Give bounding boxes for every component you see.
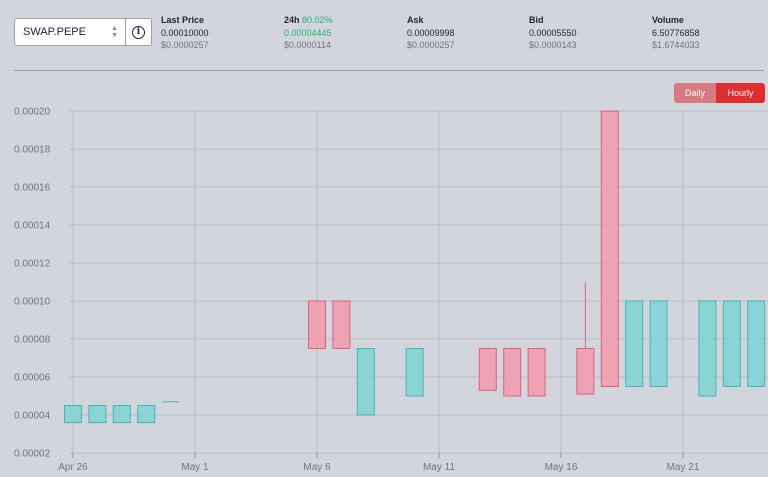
y-tick-label: 0.00008 bbox=[14, 335, 51, 346]
candle-down[interactable] bbox=[308, 300, 326, 349]
stat-volume: Volume 6.50776858 $1.6744033 bbox=[652, 14, 700, 52]
chevron-up-down-icon: ▲ ▼ bbox=[111, 25, 118, 39]
y-tick-label: 0.00006 bbox=[14, 373, 51, 384]
y-tick-label: 0.00014 bbox=[14, 221, 51, 232]
candle-down[interactable] bbox=[332, 300, 351, 349]
stat-label: Bid bbox=[529, 15, 544, 25]
stat-24h: 24h 80.02% 0.00004445 $0.0000114 bbox=[284, 14, 333, 52]
x-tick-label: May 16 bbox=[545, 462, 578, 473]
candle-down[interactable] bbox=[600, 110, 619, 387]
stat-value: 0.00004445 bbox=[284, 27, 332, 38]
candle-down[interactable] bbox=[478, 348, 497, 391]
info-icon: i bbox=[132, 25, 145, 39]
symbol-select[interactable]: SWAP.PEPE ▲ ▼ bbox=[14, 18, 126, 46]
header-divider bbox=[14, 70, 764, 71]
stat-value: 6.50776858 bbox=[652, 27, 700, 38]
candle-up[interactable] bbox=[405, 348, 424, 397]
x-tick-label: Apr 26 bbox=[58, 462, 88, 473]
y-tick-label: 0.00020 bbox=[14, 107, 51, 118]
stat-usd: $1.6744033 bbox=[652, 40, 700, 50]
y-tick-label: 0.00018 bbox=[14, 145, 51, 156]
stat-usd: $0.0000257 bbox=[161, 40, 209, 50]
candle-up[interactable] bbox=[649, 300, 668, 387]
stat-pct: 80.02% bbox=[302, 15, 333, 25]
candle-up[interactable] bbox=[88, 405, 107, 424]
stat-label: 24h bbox=[284, 15, 300, 25]
stat-last-price: Last Price 0.00010000 $0.0000257 bbox=[161, 14, 209, 52]
hourly-toggle-button[interactable]: Hourly bbox=[716, 83, 765, 103]
stat-usd: $0.0000143 bbox=[529, 40, 577, 50]
candle-down[interactable] bbox=[576, 348, 595, 395]
y-tick-label: 0.00016 bbox=[14, 183, 51, 194]
candle-down[interactable] bbox=[527, 348, 546, 397]
y-tick-label: 0.00004 bbox=[14, 411, 51, 422]
candle-up[interactable] bbox=[64, 405, 82, 424]
stat-label: Volume bbox=[652, 15, 684, 25]
x-tick-label: May 11 bbox=[423, 462, 455, 473]
candle-up[interactable] bbox=[722, 300, 741, 387]
candle-up[interactable] bbox=[112, 405, 131, 424]
candle-up[interactable] bbox=[747, 300, 766, 387]
stat-value: 0.00009998 bbox=[407, 27, 455, 38]
stat-ask: Ask 0.00009998 $0.0000257 bbox=[407, 14, 455, 52]
candle-up[interactable] bbox=[698, 300, 717, 397]
x-tick-label: May 1 bbox=[181, 462, 209, 473]
info-button[interactable]: i bbox=[125, 18, 152, 46]
y-tick-label: 0.00002 bbox=[14, 449, 51, 460]
stat-usd: $0.0000114 bbox=[284, 40, 331, 50]
y-tick-label: 0.00010 bbox=[14, 297, 51, 308]
x-tick-label: May 6 bbox=[303, 462, 331, 473]
candle-up[interactable] bbox=[625, 300, 644, 387]
x-tick-label: May 21 bbox=[667, 462, 700, 473]
candle-up[interactable] bbox=[356, 348, 375, 416]
stat-usd: $0.0000257 bbox=[407, 40, 455, 50]
stat-bid: Bid 0.00005550 $0.0000143 bbox=[529, 14, 577, 52]
symbol-select-value: SWAP.PEPE bbox=[23, 26, 86, 38]
candle-up[interactable] bbox=[137, 405, 156, 424]
candle-down[interactable] bbox=[503, 348, 522, 397]
stat-value: 0.00010000 bbox=[161, 27, 209, 38]
stat-label: Last Price bbox=[161, 15, 205, 25]
y-tick-label: 0.00012 bbox=[14, 259, 51, 270]
stat-label: Ask bbox=[407, 15, 424, 25]
stat-value: 0.00005550 bbox=[529, 27, 577, 38]
daily-toggle-button[interactable]: Daily bbox=[674, 83, 716, 103]
